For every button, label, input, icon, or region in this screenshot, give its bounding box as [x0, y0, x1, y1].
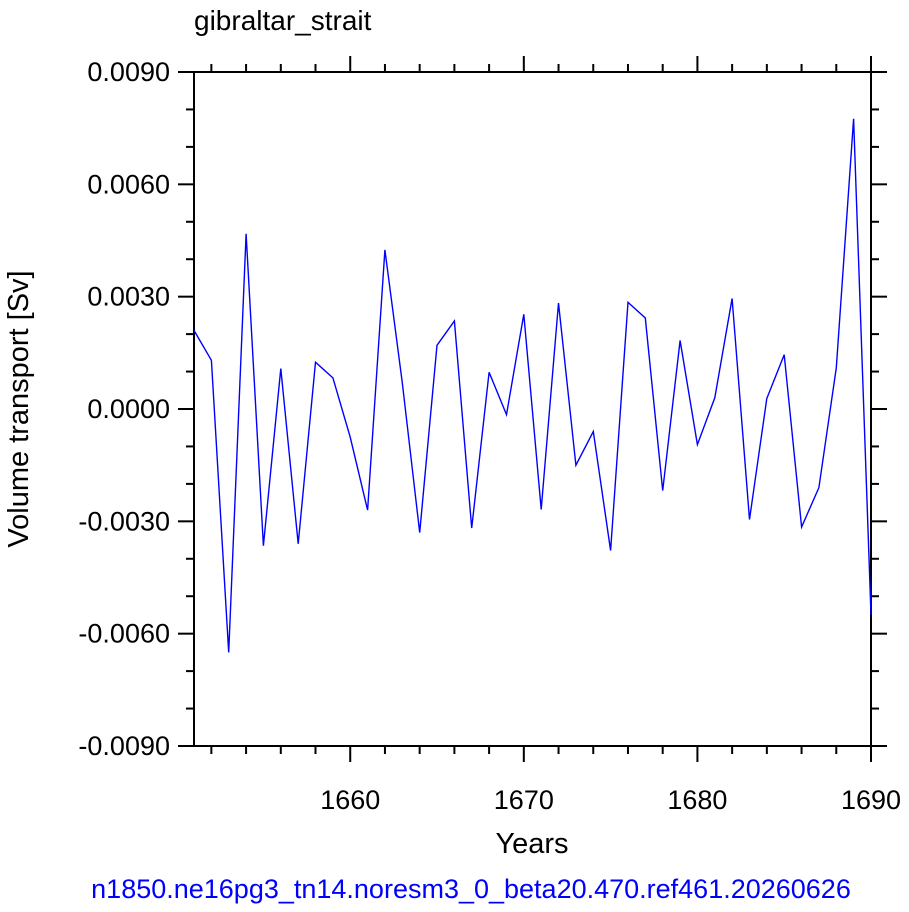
series-line-1 — [193, 118, 872, 653]
x-tick-label: 1680 — [667, 785, 727, 815]
y-axis-label: Volume transport [Sv] — [3, 270, 35, 547]
x-tick-label: 1690 — [841, 785, 901, 815]
y-tick-label: -0.0060 — [78, 619, 170, 649]
y-tick-label: 0.0090 — [87, 57, 170, 87]
plot-area: -0.0090 -0.0060 -0.0030 0.0000 0.0030 0.0060 0… — [78, 56, 901, 815]
x-tick-label: 1670 — [494, 785, 554, 815]
x-axis-label: Years — [495, 828, 568, 860]
y-tick-label: -0.0090 — [78, 731, 170, 761]
run-id-footer: n1850.ne16pg3_tn14.noresm3_0_beta20.470.… — [91, 874, 851, 904]
x-tick-label: 1660 — [320, 785, 380, 815]
y-tick-label: 0.0000 — [87, 394, 170, 424]
chart-title: gibraltar_strait — [194, 5, 372, 36]
y-tick-label: 0.0060 — [87, 169, 170, 199]
y-tick-label: -0.0030 — [78, 506, 170, 536]
y-tick-label: 0.0030 — [87, 282, 170, 312]
